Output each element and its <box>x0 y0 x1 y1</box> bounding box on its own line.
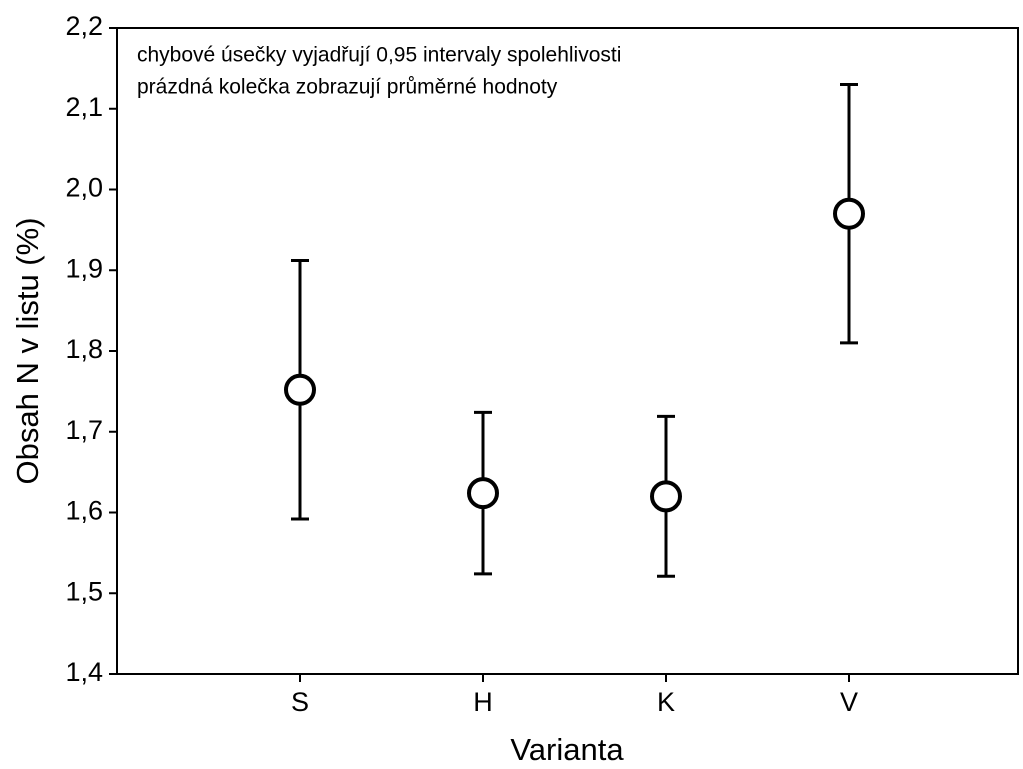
x-tick-label: V <box>840 687 858 717</box>
y-tick-label: 2,2 <box>65 11 103 41</box>
y-tick-label: 1,5 <box>65 576 103 606</box>
annotation: prázdná kolečka zobrazují průměrné hodno… <box>137 76 558 99</box>
y-tick-label: 1,6 <box>65 496 103 526</box>
x-tick-label: S <box>291 687 309 717</box>
mean-marker <box>650 480 682 513</box>
y-tick-label: 1,8 <box>65 334 103 364</box>
y-tick-label: 1,7 <box>65 415 103 445</box>
mean-marker <box>467 477 499 510</box>
y-tick-label: 2,1 <box>65 92 103 122</box>
x-tick-label: H <box>473 687 493 717</box>
y-tick-label: 2,0 <box>65 173 103 203</box>
x-axis-label: Varianta <box>510 732 624 767</box>
annotation: chybové úsečky vyjadřují 0,95 intervaly … <box>137 44 621 67</box>
y-tick-label: 1,9 <box>65 253 103 283</box>
x-tick-label: K <box>657 687 675 717</box>
y-axis-label: Obsah N v listu (%) <box>10 217 45 484</box>
y-tick-label: 1,4 <box>65 657 103 687</box>
plot-frame <box>116 27 1019 675</box>
mean-marker <box>284 373 316 406</box>
mean-marker <box>833 197 865 230</box>
